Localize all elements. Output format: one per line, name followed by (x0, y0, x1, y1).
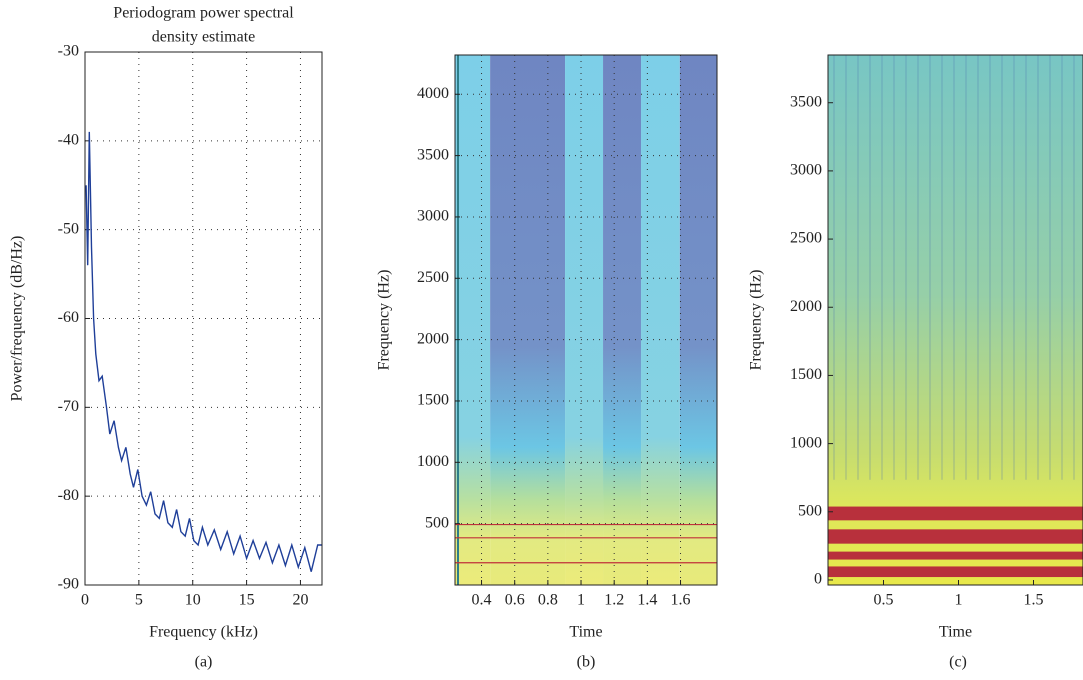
y-tick-label: 3000 (417, 208, 449, 225)
x-tick-label: 1 (577, 592, 585, 609)
y-tick-label: -50 (58, 220, 79, 237)
spectrogram-band (490, 55, 566, 585)
plot-frame (827, 54, 1083, 586)
panel: -90 -80 -70 -60 -50 -40 -30 0 5 10 15 20 Frequency (… (9, 5, 323, 671)
x-tick-label: 1 (955, 592, 963, 609)
spectrogram-band (679, 55, 717, 585)
chart-title: Periodogram power spectral (113, 5, 294, 22)
y-tick-label: 1500 (790, 366, 822, 383)
x-tick-label: 0.5 (874, 592, 894, 609)
y-tick-label: -30 (58, 43, 79, 60)
spectrogram-field (828, 55, 1083, 585)
y-tick-label: 2500 (790, 230, 822, 247)
y-tick-label: 1000 (790, 434, 822, 451)
x-axis-label: Frequency (kHz) (149, 624, 258, 641)
x-tick-label: 1.6 (671, 592, 691, 609)
y-tick-label: -80 (58, 487, 79, 504)
spectrogram-band (455, 55, 491, 585)
y-tick-label: 1500 (417, 392, 449, 409)
x-axis-label: Time (939, 624, 972, 641)
harmonic-stripe (828, 566, 1083, 578)
x-tick-label: 0.8 (538, 592, 558, 609)
y-tick-label: 2000 (417, 330, 449, 347)
x-tick-label: 10 (185, 592, 201, 609)
x-tick-label: 0.6 (505, 592, 525, 609)
y-tick-label: 4000 (417, 85, 449, 102)
spectrogram-band (603, 55, 642, 585)
y-tick-label: -90 (58, 576, 79, 593)
x-axis-label: Time (569, 624, 602, 641)
harmonic-stripe (828, 551, 1083, 560)
y-tick-label: 0 (814, 571, 822, 588)
harmonic-stripe (828, 506, 1083, 521)
panel-caption: (a) (195, 654, 213, 671)
x-tick-label: 5 (135, 592, 143, 609)
y-tick-label: 2500 (417, 269, 449, 286)
y-tick-label: 3000 (790, 162, 822, 179)
y-tick-label: 2000 (790, 298, 822, 315)
y-tick-label: 500 (798, 502, 822, 519)
plot-frame (454, 54, 718, 586)
plot-frame (84, 51, 323, 586)
x-tick-label: 15 (239, 592, 255, 609)
y-tick-label: 3500 (417, 146, 449, 163)
panel: 0 500 1000 1500 2000 2500 3000 3500 0.5 1 1.5 Time F… (748, 54, 1083, 671)
x-tick-label: 20 (292, 592, 308, 609)
y-tick-label: 3500 (790, 93, 822, 110)
x-tick-label: 1.4 (637, 592, 657, 609)
spectrogram-band (641, 55, 680, 585)
y-axis-label: Power/frequency (dB/Hz) (9, 236, 26, 402)
y-axis-label: Frequency (Hz) (376, 270, 393, 371)
panel-caption: (c) (949, 654, 967, 671)
harmonic-stripe (828, 529, 1083, 544)
psd-line (85, 131, 322, 572)
chart-title: density estimate (152, 29, 256, 46)
y-axis-label: Frequency (Hz) (748, 270, 765, 371)
y-tick-label: -70 (58, 398, 79, 415)
x-tick-label: 1.2 (604, 592, 624, 609)
y-tick-label: 1000 (417, 453, 449, 470)
panel: 500 1000 1500 2000 2500 3000 3500 4000 0.4 0.6 0.8… (376, 54, 718, 671)
x-tick-label: 1.5 (1024, 592, 1044, 609)
x-tick-label: 0.4 (472, 592, 492, 609)
y-tick-label: 500 (425, 514, 449, 531)
spectrogram-band (565, 55, 604, 585)
y-tick-label: -60 (58, 309, 79, 326)
x-tick-label: 0 (81, 592, 89, 609)
panel-caption: (b) (577, 654, 596, 671)
y-tick-label: -40 (58, 132, 79, 149)
